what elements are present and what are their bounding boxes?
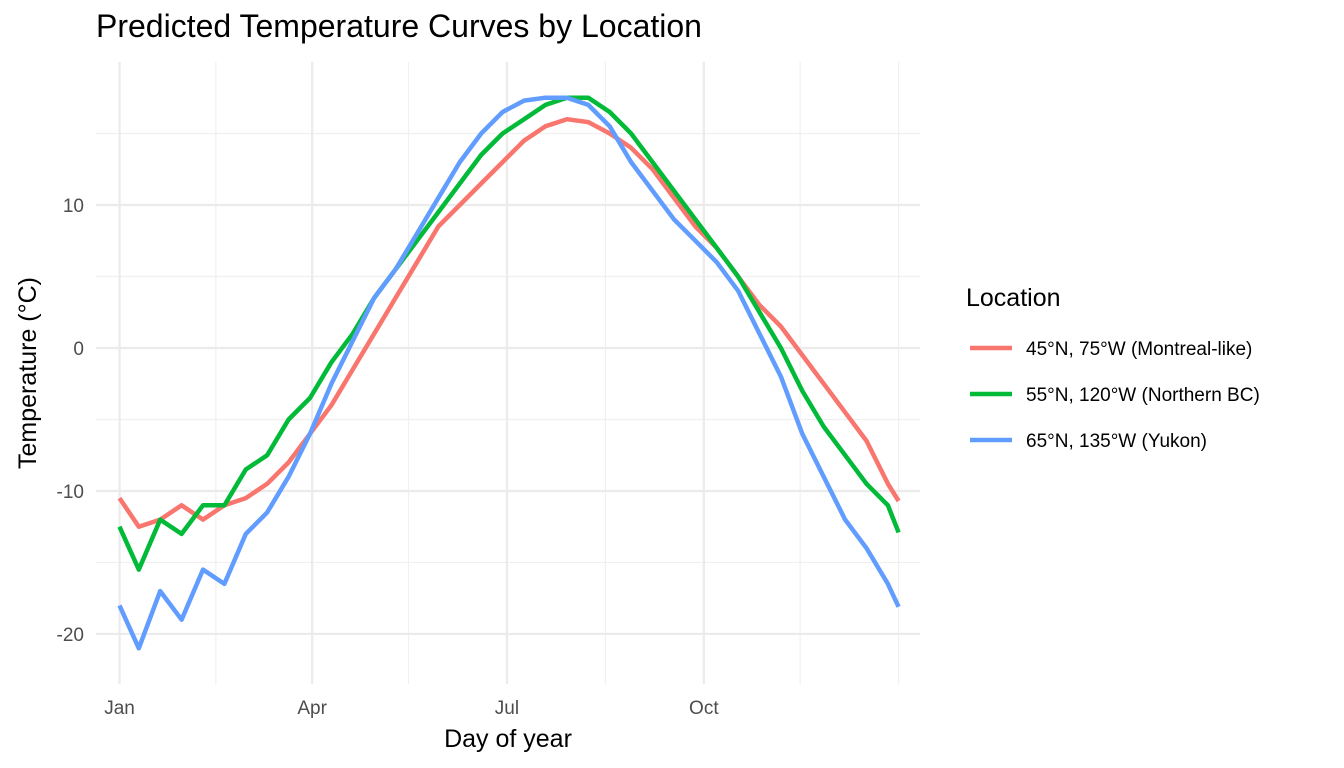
legend-label-2: 55°N, 120°W (Northern BC) [1026,385,1260,406]
y-tick-label: -20 [57,625,84,646]
x-tick-label: Jul [495,698,519,719]
y-tick-label: 10 [63,196,84,217]
series-line-1 [117,116,901,529]
y-tick-label: -10 [57,482,84,503]
x-tick-label: Oct [689,698,719,719]
series-lines [117,95,901,651]
x-tick-label: Apr [297,698,327,719]
grid-major [96,62,920,684]
legend: Location 45°N, 75°W (Montreal-like) 55°N,… [966,284,1260,452]
y-tick-label: 0 [73,339,84,360]
legend-title: Location [966,284,1061,312]
x-axis-title: Day of year [444,725,572,753]
chart-title: Predicted Temperature Curves by Location [96,8,702,44]
y-axis-title: Temperature (°C) [14,277,42,469]
series-line-3 [117,95,901,651]
tick-labels: Jan Apr Jul Oct -20 -10 0 10 [57,196,720,719]
series-line-2 [117,95,901,572]
x-tick-label: Jan [104,698,135,719]
legend-label-3: 65°N, 135°W (Yukon) [1026,431,1207,452]
legend-label-1: 45°N, 75°W (Montreal-like) [1026,339,1252,360]
